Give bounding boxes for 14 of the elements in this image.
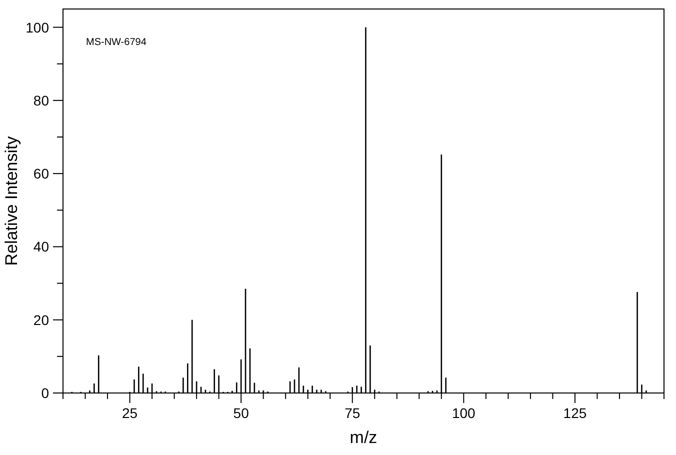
- x-tick-label: 75: [344, 405, 360, 421]
- y-tick-label: 60: [33, 166, 50, 182]
- y-axis-title: Relative Intensity: [2, 136, 21, 266]
- x-tick-label: 50: [233, 405, 250, 421]
- annotation: MS-NW-6794: [86, 37, 147, 48]
- y-tick-label: 40: [33, 238, 50, 255]
- y-tick-label: 100: [26, 19, 50, 36]
- y-tick-label: 0: [41, 385, 50, 401]
- y-tick-label: 80: [33, 92, 50, 108]
- x-tick-label: 100: [452, 405, 476, 421]
- x-tick-label: 125: [563, 405, 587, 421]
- x-axis-title: m/z: [350, 428, 378, 447]
- x-tick-label: 25: [122, 405, 138, 421]
- y-tick-label: 20: [33, 312, 50, 328]
